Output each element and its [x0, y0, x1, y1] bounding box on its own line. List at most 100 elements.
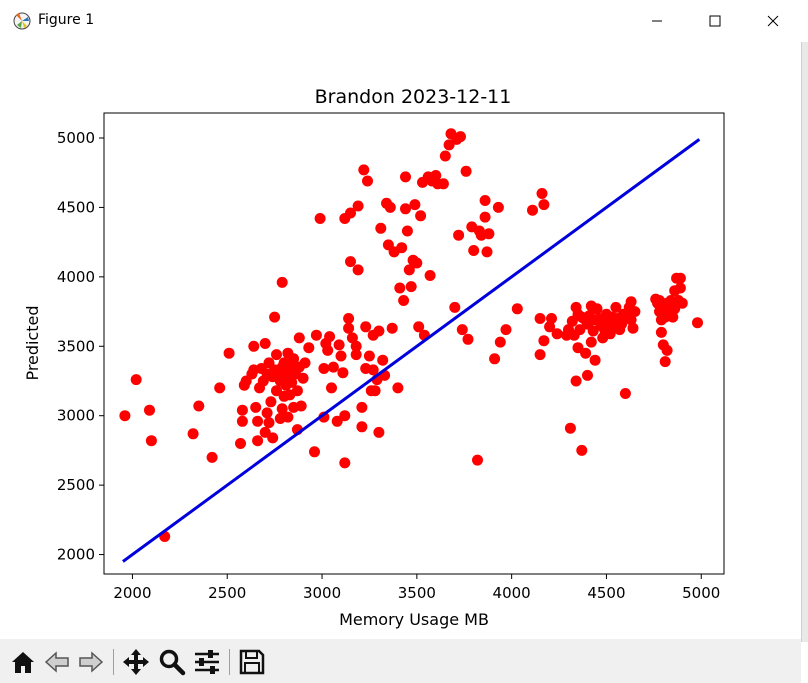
scatter-point [310, 329, 322, 341]
scatter-point [356, 401, 368, 413]
close-button[interactable] [750, 6, 796, 36]
axes-frame [103, 112, 725, 575]
scatter-point [276, 276, 288, 288]
scatter-point [500, 324, 512, 336]
scatter-point [119, 410, 131, 422]
y-tick-label: 3000 [57, 407, 95, 425]
scatter-point [363, 350, 375, 362]
scatter-point [589, 354, 601, 366]
scatter-point [286, 376, 298, 388]
scatter-point [343, 322, 355, 334]
scatter-point [574, 324, 586, 336]
scatter-point [360, 321, 372, 333]
scatter-point [356, 421, 368, 433]
scatter-point [472, 454, 483, 466]
save-button[interactable] [236, 647, 268, 677]
scatter-point [236, 404, 248, 416]
figure-canvas[interactable]: Brandon 2023-12-11 2000 2500 3000 3500 4000 4… [0, 42, 801, 639]
scatter-point [572, 342, 584, 354]
move-icon [123, 649, 149, 675]
scatter-point [401, 225, 413, 237]
scatter-point [145, 435, 157, 447]
scatter-point [576, 444, 588, 456]
scatter-point [453, 229, 465, 241]
pan-button[interactable] [120, 647, 152, 677]
scatter-point [591, 303, 603, 315]
scatter-point [367, 364, 379, 376]
x-tick-label: 3500 [398, 584, 436, 602]
scatter-point [343, 313, 355, 324]
scatter-point [655, 326, 667, 338]
magnifier-icon [159, 649, 186, 676]
scatter-point [352, 264, 364, 276]
scatter-point [236, 415, 248, 427]
y-tick-label: 3500 [57, 337, 95, 355]
x-tick-label: 4000 [493, 584, 531, 602]
scatter-point [295, 400, 307, 412]
scatter-point [282, 411, 294, 423]
toolbar-separator [113, 649, 114, 675]
zoom-button[interactable] [156, 647, 188, 677]
scatter-point [327, 361, 339, 373]
scatter-point [214, 382, 226, 394]
y-axis-label: Predicted [23, 305, 42, 380]
home-button[interactable] [7, 647, 39, 677]
scatter-point [252, 435, 264, 447]
forward-arrow-icon [79, 651, 104, 673]
scatter-point [409, 199, 421, 211]
scatter-point [669, 303, 681, 315]
minimize-button[interactable] [634, 6, 680, 36]
y-tick-label: 4000 [57, 268, 95, 286]
window-title: Figure 1 [38, 12, 95, 28]
scatter-point [318, 363, 330, 374]
scatter-point [293, 332, 305, 344]
back-button[interactable] [41, 647, 73, 677]
navigation-toolbar [0, 639, 801, 683]
scatter-point [235, 438, 246, 449]
scatter-point [610, 301, 622, 313]
scatter-point [674, 282, 686, 294]
scatter-point [455, 131, 466, 143]
scatter-point [350, 340, 362, 352]
scatter-point [667, 311, 679, 323]
scatter-point [534, 349, 546, 361]
scatter-point [468, 245, 480, 256]
scatter-point [206, 451, 218, 463]
scatter-point [373, 325, 385, 337]
scatter-point [661, 344, 673, 356]
scatter-point [462, 333, 474, 345]
scatter-point [534, 313, 546, 324]
scatter-point [536, 188, 548, 199]
scatter-point [629, 306, 641, 318]
x-tick-label: 2000 [113, 584, 151, 602]
scatter-point [625, 314, 637, 326]
matplotlib-figure-icon [12, 11, 32, 31]
scatter-point [291, 385, 303, 397]
configure-subplots-button[interactable] [191, 647, 223, 677]
scatter-point [297, 372, 309, 384]
scatter-point [271, 349, 282, 361]
scatter-point [337, 367, 349, 379]
reference-line [122, 138, 701, 563]
scatter-point [345, 207, 356, 219]
chart-title: Brandon 2023-12-11 [315, 86, 512, 108]
scatter-point [130, 374, 142, 386]
maximize-button[interactable] [692, 6, 738, 36]
scatter-point [405, 281, 417, 293]
scatter-point [271, 385, 282, 397]
scatter-point [585, 336, 597, 348]
scatter-point [339, 457, 351, 469]
scatter-point [403, 264, 415, 276]
scatter-point [248, 340, 260, 352]
scatter-chart: Brandon 2023-12-11 2000 2500 3000 3500 4000 4… [23, 86, 725, 629]
scatter-point [269, 311, 281, 323]
title-bar[interactable]: Figure 1 [0, 0, 808, 42]
scatter-point [538, 199, 550, 211]
scatter-point [627, 322, 639, 334]
plot-area [119, 128, 703, 563]
forward-button[interactable] [75, 647, 107, 677]
y-tick-label: 5000 [57, 129, 95, 147]
scatter-point [144, 404, 155, 416]
scatter-point [625, 296, 637, 308]
